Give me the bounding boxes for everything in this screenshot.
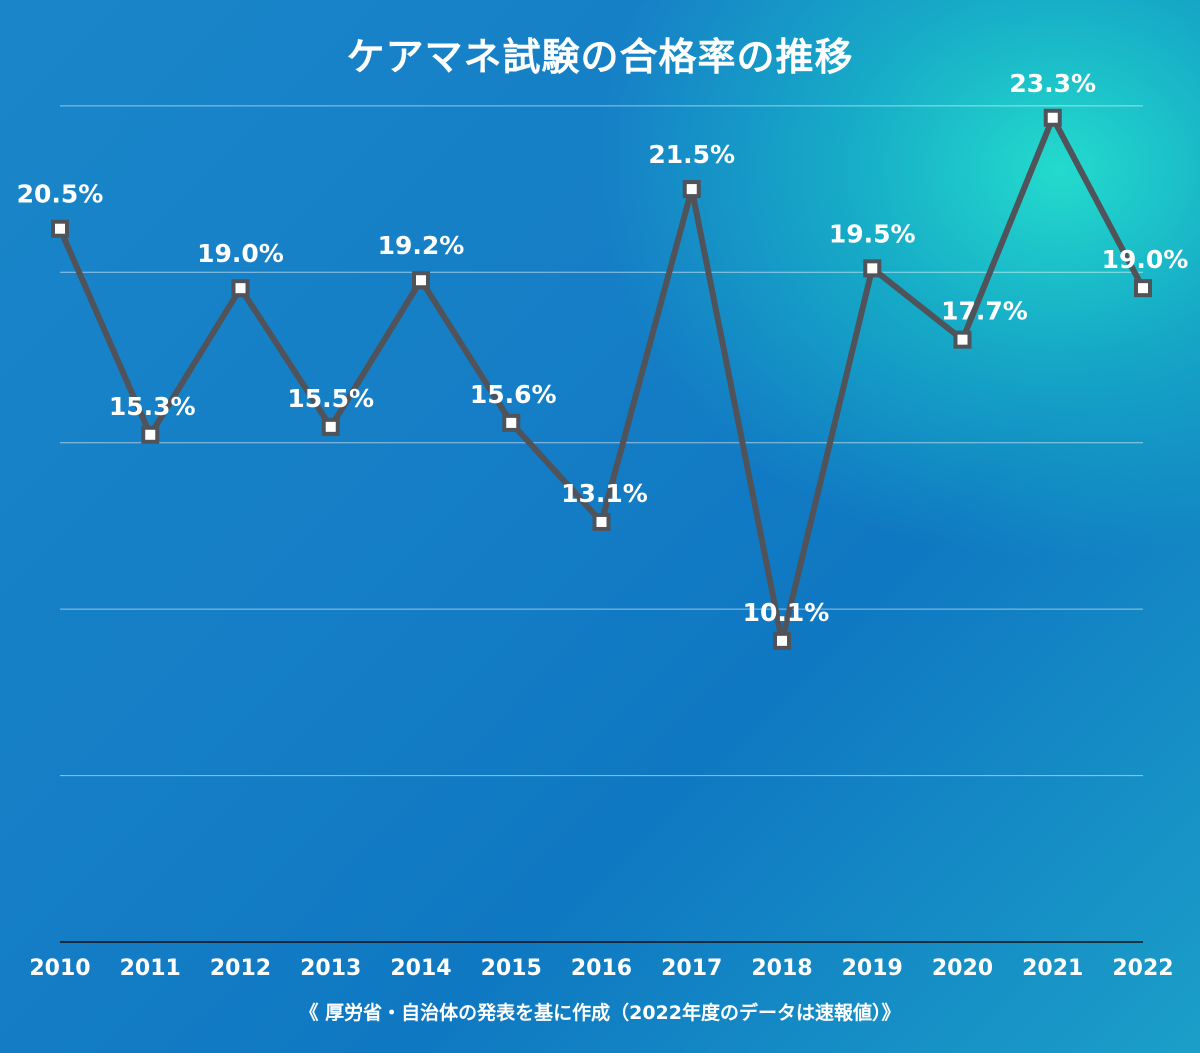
x-tick-label: 2014 xyxy=(390,956,451,981)
data-point-marker xyxy=(953,330,972,349)
x-tick-label: 2017 xyxy=(661,956,722,981)
x-tick-label: 2011 xyxy=(120,956,181,981)
x-tick-label: 2018 xyxy=(751,956,812,981)
data-label: 13.1% xyxy=(561,479,648,508)
data-point-marker xyxy=(231,279,250,298)
data-label: 17.7% xyxy=(941,297,1028,326)
data-point-marker xyxy=(141,425,160,444)
data-label: 15.6% xyxy=(470,380,557,409)
data-label: 21.5% xyxy=(648,140,735,169)
data-point-marker xyxy=(51,219,69,238)
data-label: 23.3% xyxy=(1009,69,1096,98)
data-point-marker xyxy=(412,271,430,290)
data-label: 19.5% xyxy=(829,219,916,248)
data-point-marker xyxy=(321,417,340,436)
data-point-marker xyxy=(863,259,882,278)
data-label: 19.0% xyxy=(197,239,284,268)
data-point-marker xyxy=(1043,108,1062,127)
data-point-marker xyxy=(682,180,701,199)
x-tick-label: 2010 xyxy=(29,956,90,981)
data-label: 19.0% xyxy=(1102,245,1189,274)
x-tick-label: 2012 xyxy=(210,956,271,981)
data-point-marker xyxy=(1134,279,1152,298)
data-label: 15.3% xyxy=(109,392,196,421)
data-label: 19.2% xyxy=(378,231,465,260)
x-tick-label: 2020 xyxy=(932,956,993,981)
x-tick-label: 2015 xyxy=(481,956,542,981)
x-tick-label: 2021 xyxy=(1022,956,1083,981)
x-tick-label: 2019 xyxy=(842,956,903,981)
x-tick-label: 2013 xyxy=(300,956,361,981)
data-label: 10.1% xyxy=(743,598,830,627)
x-tick-label: 2016 xyxy=(571,956,632,981)
data-point-marker xyxy=(592,512,611,531)
chart-title: ケアマネ試験の合格率の推移 xyxy=(346,35,854,79)
x-tick-label: 2022 xyxy=(1112,956,1173,981)
data-label: 15.5% xyxy=(287,384,374,413)
series-line xyxy=(57,110,1146,642)
data-point-marker xyxy=(773,631,791,650)
data-label: 20.5% xyxy=(17,180,104,209)
data-point-marker xyxy=(502,413,521,432)
chart-footnote: 《 厚労省・自治体の発表を基に作成（2022年度のデータは速報値）》 xyxy=(299,1002,901,1024)
